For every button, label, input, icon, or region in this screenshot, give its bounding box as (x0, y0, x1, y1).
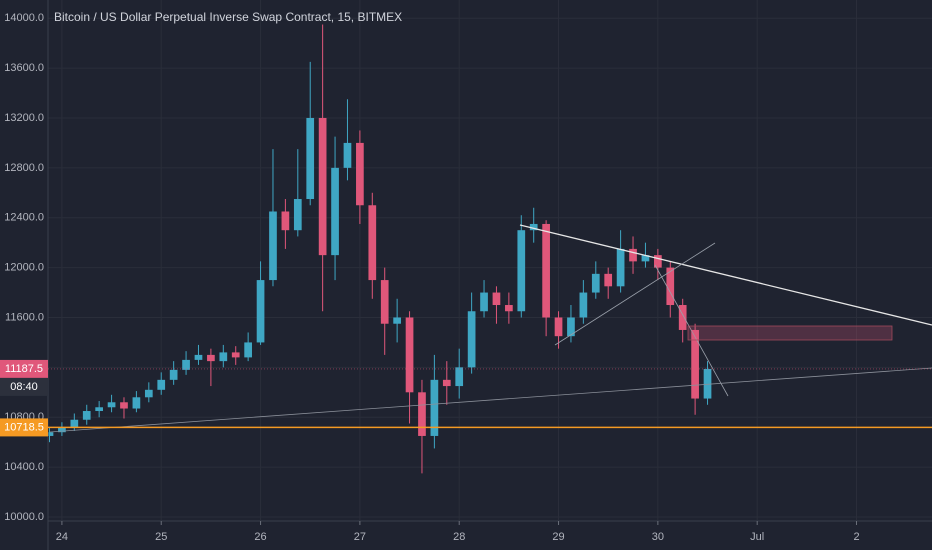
countdown-box (0, 377, 48, 396)
axis-labels: 10000.010400.010800.011200.011600.012000… (4, 12, 859, 543)
candle-body (306, 117, 315, 200)
candle-body (430, 379, 439, 436)
candle-body (629, 248, 637, 262)
candle-body (95, 407, 104, 412)
candle-body (182, 359, 190, 370)
y-tick-label: 10400.0 (4, 461, 44, 473)
candle-body (380, 280, 389, 324)
candle-body (293, 199, 302, 231)
candle-body (318, 117, 327, 256)
candle-body (455, 367, 464, 387)
countdown-label: 08:40 (10, 381, 38, 393)
candle-body (343, 142, 352, 168)
x-tick-label: Jul (750, 531, 764, 543)
candle-body (120, 402, 128, 409)
x-tick-label: 24 (56, 531, 68, 543)
candle-body (641, 255, 650, 262)
candle-body (467, 311, 476, 368)
x-tick-label: 28 (453, 531, 465, 543)
x-tick-label: 26 (254, 531, 266, 543)
grid (48, 0, 932, 520)
candle-body (703, 368, 712, 399)
candle-body (356, 142, 364, 206)
trend-line (554, 242, 716, 346)
candle-body (691, 329, 699, 399)
candles (45, 24, 712, 474)
candle-body (194, 354, 203, 360)
candle-body (591, 273, 600, 293)
last-price-box (0, 359, 48, 378)
candle-body (70, 419, 79, 428)
x-tick-label: 30 (652, 531, 664, 543)
candle-body (418, 392, 426, 436)
candle-body (567, 317, 575, 337)
candle-body (58, 427, 66, 433)
x-tick-label: 25 (155, 531, 167, 543)
candle-body (269, 211, 277, 281)
y-tick-label: 14000.0 (4, 12, 44, 24)
candle-body (231, 352, 240, 358)
y-tick-label: 12800.0 (4, 162, 44, 174)
chart-title: Bitcoin / US Dollar Perpetual Inverse Sw… (54, 10, 402, 24)
level-label: 10718.5 (4, 421, 44, 433)
candle-body (517, 230, 526, 312)
candle-body (132, 397, 141, 409)
y-tick-label: 13600.0 (4, 62, 44, 74)
candle-body (666, 267, 675, 306)
candle-body (207, 354, 215, 362)
x-tick-label: 27 (354, 531, 366, 543)
level-box (0, 418, 48, 437)
candle-body (144, 389, 153, 398)
candle-body (107, 402, 116, 408)
zone-box (687, 325, 893, 341)
candle-body (45, 432, 54, 436)
y-tick-label: 12400.0 (4, 212, 44, 224)
candle-body (393, 317, 401, 324)
candle-body (244, 342, 252, 358)
x-tick-label: 29 (552, 531, 564, 543)
candle-body (82, 411, 91, 420)
candle-body (678, 305, 687, 330)
candle-body (442, 379, 451, 387)
candle-body (157, 379, 166, 390)
candle-body (480, 292, 488, 312)
trend-line (519, 224, 932, 326)
candle-body (405, 317, 414, 393)
candle-body (492, 292, 501, 306)
candle-body (554, 317, 563, 337)
candle-body (542, 223, 550, 318)
y-tick-label: 12000.0 (4, 262, 44, 274)
candle-body (331, 167, 339, 256)
y-tick-label: 11600.0 (5, 311, 44, 323)
candle-body (256, 280, 265, 343)
y-tick-label: 10000.0 (4, 511, 44, 523)
x-tick-label: 2 (853, 531, 859, 543)
candle-body (654, 255, 662, 268)
candle-body (219, 352, 228, 362)
last-price-label: 11187.5 (5, 363, 43, 375)
candle-body (505, 305, 513, 312)
candle-body (529, 223, 538, 231)
candle-body (579, 292, 588, 318)
y-tick-label: 13200.0 (4, 112, 44, 124)
candle-body (604, 273, 613, 287)
candle-body (169, 369, 178, 380)
candle-body (368, 205, 377, 281)
trend-line (654, 264, 729, 397)
candle-body (616, 248, 625, 287)
trend-line (49, 367, 932, 433)
candle-body (281, 211, 290, 231)
